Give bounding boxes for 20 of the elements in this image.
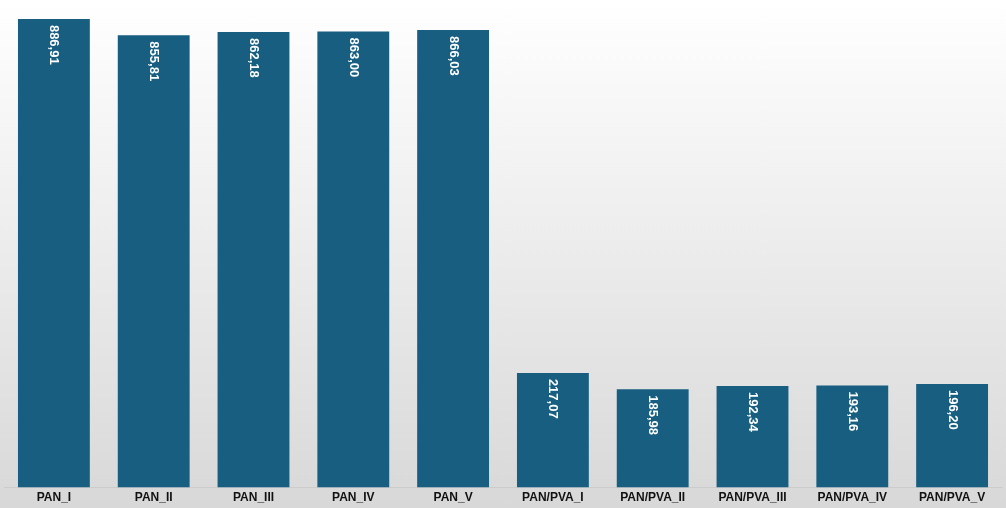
x-tick-label: PAN/PVA_I bbox=[522, 490, 584, 505]
x-tick-label: PAN_IV bbox=[332, 490, 375, 505]
x-tick-label: PAN_V bbox=[433, 490, 473, 505]
data-label: 886,91 bbox=[47, 24, 63, 65]
data-label: 863,00 bbox=[346, 37, 362, 78]
x-tick-label: PAN/PVA_IV bbox=[817, 490, 888, 505]
x-tick-label: PAN/PVA_II bbox=[620, 490, 686, 505]
data-label: 185,98 bbox=[646, 395, 662, 436]
data-label: 866,03 bbox=[446, 35, 462, 76]
x-tick-label: PAN_II bbox=[134, 490, 173, 505]
x-tick-label: PAN_III bbox=[232, 490, 275, 505]
data-label: 855,81 bbox=[147, 41, 163, 82]
x-tick-label: PAN_I bbox=[36, 490, 72, 505]
data-label: 193,16 bbox=[845, 391, 861, 432]
data-label: 862,18 bbox=[246, 37, 262, 78]
data-label: 217,07 bbox=[546, 378, 562, 419]
x-tick-label: PAN/PVA_V bbox=[918, 490, 986, 505]
x-tick-label: PAN/PVA_III bbox=[718, 490, 787, 505]
data-label: 192,34 bbox=[745, 391, 761, 433]
data-label: 196,20 bbox=[945, 389, 961, 430]
